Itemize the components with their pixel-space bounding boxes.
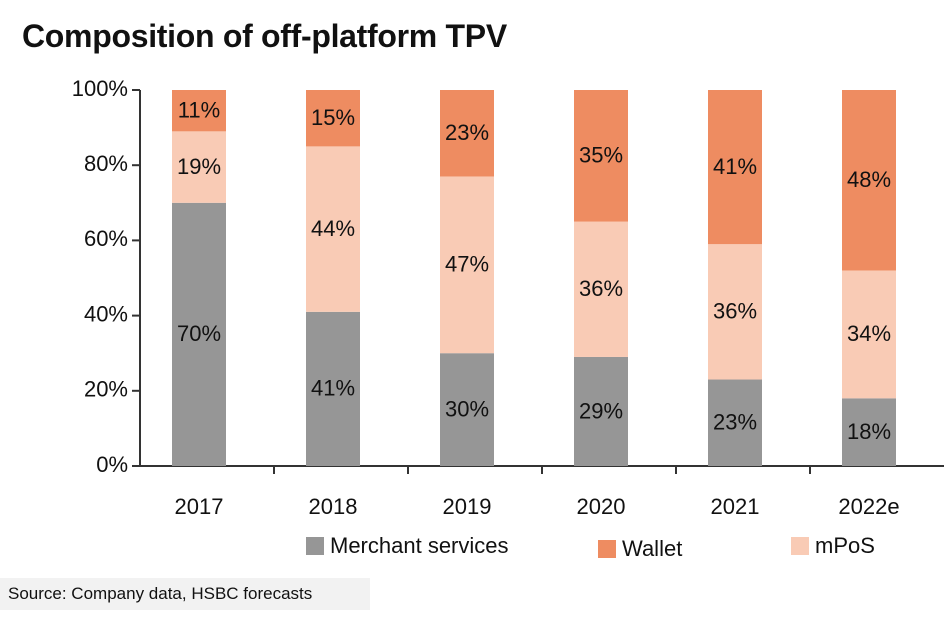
y-tick-label: 80% [84,151,128,176]
bar-segment-merchant_services [306,311,360,466]
data-label-merchant_services: 23% [713,410,757,435]
x-tick-label: 2021 [711,494,760,519]
bar-segment-mpos [708,244,762,380]
bar-segment-mpos [440,176,494,354]
bar-segment-wallet [306,90,360,147]
bar-segment-merchant_services [842,398,896,466]
x-tick-label: 2019 [443,494,492,519]
data-label-merchant_services: 41% [311,376,355,401]
bar-segment-wallet [708,90,762,245]
bar-segment-mpos [306,146,360,312]
source-note: Source: Company data, HSBC forecasts [8,584,313,603]
legend-swatch-merchant_services [306,537,324,555]
y-tick-label: 60% [84,226,128,251]
bar-segment-merchant_services [708,379,762,466]
y-tick-label: 100% [72,76,128,101]
x-tick-label: 2022e [838,494,899,519]
data-label-mpos: 47% [445,252,489,277]
y-tick-label: 20% [84,377,128,402]
data-label-wallet: 35% [579,143,623,168]
bar-segment-mpos [172,131,226,203]
data-label-wallet: 11% [178,97,220,122]
x-tick-label: 2017 [175,494,224,519]
data-label-mpos: 19% [177,154,221,179]
data-label-merchant_services: 29% [579,398,623,423]
bar-segment-wallet [842,90,896,271]
data-label-mpos: 44% [311,216,355,241]
bar-segment-wallet [172,90,226,132]
bar-segment-merchant_services [574,356,628,466]
legend-label-mpos: mPoS [815,533,875,558]
data-label-wallet: 41% [713,154,757,179]
source-background [0,578,370,610]
data-label-mpos: 36% [579,276,623,301]
bar-segment-mpos [574,221,628,357]
legend-swatch-wallet [598,540,616,558]
legend-label-wallet: Wallet [622,536,682,561]
data-label-merchant_services: 30% [445,396,489,421]
x-tick-label: 2020 [577,494,626,519]
bar-segment-wallet [440,90,494,177]
legend-label-merchant_services: Merchant services [330,533,509,558]
data-label-merchant_services: 18% [847,419,891,444]
data-label-wallet: 48% [847,167,891,192]
data-label-mpos: 36% [713,299,757,324]
bar-segment-merchant_services [440,353,494,466]
legend-swatch-mpos [791,537,809,555]
x-tick-label: 2018 [309,494,358,519]
bar-segment-wallet [574,90,628,222]
y-tick-label: 0% [96,452,128,477]
bar-segment-mpos [842,270,896,399]
chart-title: Composition of off-platform TPV [22,18,507,54]
y-tick-label: 40% [84,301,128,326]
data-label-wallet: 23% [445,120,489,145]
data-label-wallet: 15% [311,105,355,130]
bar-segment-merchant_services [172,202,226,467]
data-label-merchant_services: 70% [177,321,221,346]
data-label-mpos: 34% [847,321,891,346]
